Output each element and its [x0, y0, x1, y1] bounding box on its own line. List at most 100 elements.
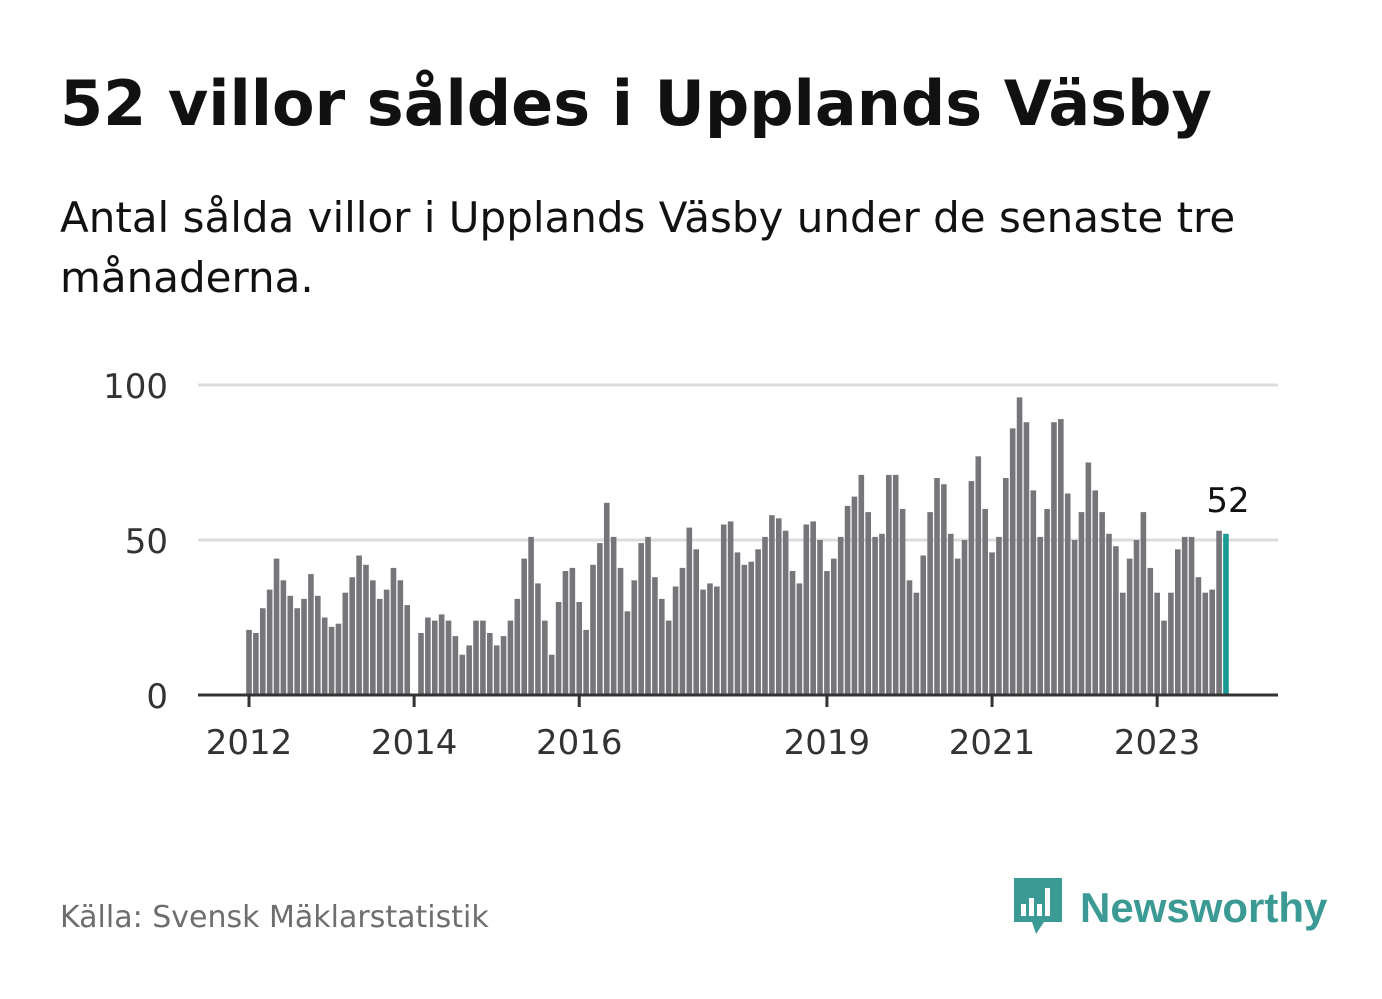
bar [1003, 478, 1009, 695]
bar [335, 623, 342, 695]
bar [679, 567, 686, 695]
bar [363, 564, 369, 695]
bar [521, 558, 527, 695]
bar [934, 478, 940, 695]
tick-labels: 0 50 100 52 2012 2014 2016 2019 2021 2023 [103, 367, 1249, 763]
bar [707, 583, 713, 695]
bar [431, 620, 438, 695]
chart-subtitle: Antal sålda villor i Upplands Väsby unde… [60, 193, 1236, 302]
bar [397, 580, 404, 695]
bar [528, 536, 534, 695]
bar [1064, 493, 1071, 695]
bar [1140, 512, 1147, 695]
bar [356, 555, 362, 695]
bar [720, 524, 727, 695]
bar [803, 524, 810, 695]
bar [1044, 509, 1050, 695]
bar [1106, 533, 1112, 695]
bar [1037, 536, 1043, 695]
bar [1209, 589, 1215, 695]
bar [954, 558, 961, 695]
x-tick-label: 2019 [784, 723, 871, 763]
bar [473, 620, 479, 695]
bar [308, 574, 314, 695]
bar [376, 598, 383, 695]
bar [597, 543, 603, 695]
bar [466, 645, 472, 695]
bar [659, 598, 665, 695]
x-tick-label: 2014 [371, 723, 458, 763]
bar [1051, 422, 1057, 695]
chart-title: 52 villor såldes i Upplands Väsby [60, 67, 1212, 140]
bar [1030, 490, 1037, 695]
bar [1016, 397, 1023, 695]
bar [583, 629, 589, 695]
bar [418, 633, 424, 695]
bar [817, 540, 823, 695]
bar [686, 527, 693, 695]
bar [714, 586, 720, 695]
bar [315, 595, 321, 695]
bar [507, 620, 514, 695]
bar [947, 533, 954, 695]
bar [1058, 419, 1064, 695]
bar [741, 564, 748, 695]
bar [700, 589, 706, 695]
bar [342, 592, 349, 695]
bar [989, 552, 995, 695]
y-tick-label: 50 [125, 522, 168, 562]
bar [1133, 540, 1140, 695]
bar [493, 645, 500, 695]
bar [1202, 592, 1209, 695]
bar [1168, 592, 1174, 695]
brand-logo: Newsworthy [1010, 876, 1327, 940]
bar [273, 558, 280, 695]
bar [748, 561, 755, 695]
bar [459, 654, 466, 695]
bar [445, 620, 452, 695]
bar [425, 617, 431, 695]
bar [961, 540, 968, 695]
bar [1099, 512, 1105, 695]
bar [892, 474, 899, 695]
bar [562, 571, 569, 695]
bar [487, 633, 493, 695]
bar [837, 536, 844, 695]
source-note: Källa: Svensk Mäklarstatistik [60, 900, 489, 935]
newsworthy-logo-icon [1010, 874, 1066, 942]
bar [1195, 577, 1202, 695]
bar [280, 580, 287, 695]
bar [927, 512, 933, 695]
bar [328, 626, 335, 695]
bar [844, 505, 851, 695]
bar [858, 474, 865, 695]
bar [775, 518, 782, 695]
bar [1078, 512, 1085, 695]
bar [294, 608, 300, 695]
bar [1085, 462, 1092, 695]
bar [1161, 620, 1167, 695]
bar [590, 564, 596, 695]
bar [452, 636, 459, 695]
bar [1119, 592, 1126, 695]
bar [321, 617, 328, 695]
bar [652, 577, 658, 695]
bar [383, 589, 390, 695]
bar [941, 484, 947, 695]
bar [899, 509, 906, 695]
y-tick-label: 0 [146, 677, 168, 717]
bar [480, 620, 486, 695]
bar [906, 580, 913, 695]
bar [631, 580, 638, 695]
bar [762, 536, 768, 695]
bar [542, 620, 548, 695]
bar [638, 543, 644, 695]
bar [920, 555, 927, 695]
bar [879, 533, 885, 695]
bar [390, 567, 397, 695]
bar [727, 521, 734, 695]
bar [253, 633, 259, 695]
bar [1009, 428, 1016, 695]
bar [975, 456, 982, 695]
